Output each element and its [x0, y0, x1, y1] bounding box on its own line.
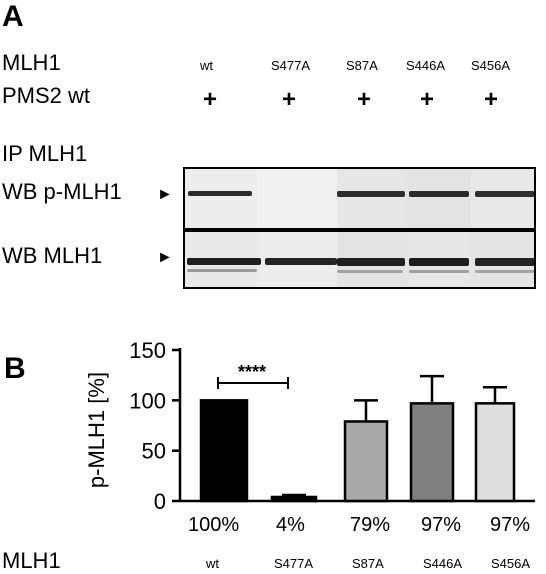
pct-label-s456a: 97% [490, 514, 531, 536]
pct-label-s446a: 97% [421, 514, 462, 536]
pms2-mark-s87a: + [357, 86, 372, 113]
band-mlh1-s87a [337, 258, 405, 266]
x-row-label-mlh1: MLH1 [2, 548, 61, 573]
panel-a-letter: A [2, 0, 24, 33]
pms2-mark-s477a: + [282, 86, 297, 113]
y-tick-label: 0 [154, 489, 166, 514]
pmlh1-band-arrow-icon: ► [157, 186, 173, 203]
chart-significance [217, 377, 289, 389]
band-mlh1-faint [475, 270, 534, 273]
x-label-s477a: S477A [274, 556, 314, 571]
y-tick-label: 150 [129, 338, 166, 363]
pct-label-wt: 100% [188, 514, 240, 536]
wb-pmlh1-label: WB p-MLH1 [2, 179, 122, 204]
band-pmlh1-wt [188, 191, 252, 196]
band-pmlh1-s87a [337, 191, 405, 197]
y-axis-label: p-MLH1 [%] [84, 372, 109, 488]
y-tick-label: 50 [142, 439, 166, 464]
row-label-pms2: PMS2 wt [2, 83, 91, 108]
x-label-s446a: S446A [423, 556, 463, 571]
band-pmlh1-s456a [475, 191, 534, 197]
bar-s446a [409, 402, 455, 503]
blot-pmlh1-lane-bg [257, 169, 337, 228]
band-mlh1-faint [409, 270, 469, 273]
bar-s477a [270, 495, 318, 503]
panel-b-letter: B [4, 352, 26, 385]
blot-pmlh1-lane-bg [337, 169, 407, 228]
pct-label-s477a: 4% [276, 514, 305, 536]
blot-pmlh1 [183, 167, 536, 230]
pms2-mark-wt: + [203, 86, 218, 113]
blot-mlh1 [183, 230, 536, 289]
lane-label-s87a: S87A [346, 58, 378, 73]
mlh1-band-arrow-icon: ► [157, 249, 173, 266]
bar-s87a [343, 420, 389, 503]
band-mlh1-s446a [409, 258, 469, 266]
significance-stars: **** [238, 362, 266, 382]
lane-label-s456a: S456A [471, 58, 511, 73]
chart-y-ticks: 0 50 100 150 [129, 338, 180, 514]
pms2-mark-s456a: + [484, 86, 499, 113]
bar-s456a [474, 402, 516, 503]
x-label-s87a: S87A [352, 556, 384, 571]
band-mlh1-s477a [265, 258, 337, 265]
band-mlh1-s456a [475, 258, 534, 266]
lane-label-wt: wt [200, 58, 213, 73]
lane-label-s446a: S446A [406, 58, 446, 73]
band-pmlh1-s446a [409, 191, 469, 197]
chart-bars [199, 399, 516, 503]
wb-mlh1-label: WB MLH1 [2, 243, 103, 268]
bar-wt [199, 399, 249, 503]
chart-error-bars [282, 374, 507, 497]
lane-label-s477a: S477A [271, 58, 311, 73]
blot-pmlh1-lane-bg [471, 169, 534, 228]
blot-pmlh1-lane-bg [407, 169, 471, 228]
x-label-s456a: S456A [491, 556, 531, 571]
band-mlh1-faint [187, 269, 257, 272]
pms2-mark-s446a: + [420, 86, 435, 113]
bar-chart: 0 50 100 150 p-MLH1 [%] **** [84, 338, 535, 514]
blot-pmlh1-lane-bg [185, 169, 257, 228]
ip-label: IP MLH1 [2, 141, 88, 166]
x-label-wt: wt [206, 556, 219, 571]
band-mlh1-wt [187, 258, 261, 265]
band-mlh1-faint [337, 270, 403, 273]
y-tick-label: 100 [129, 388, 166, 413]
row-label-mlh1: MLH1 [2, 50, 61, 75]
pct-label-s87a: 79% [350, 514, 391, 536]
